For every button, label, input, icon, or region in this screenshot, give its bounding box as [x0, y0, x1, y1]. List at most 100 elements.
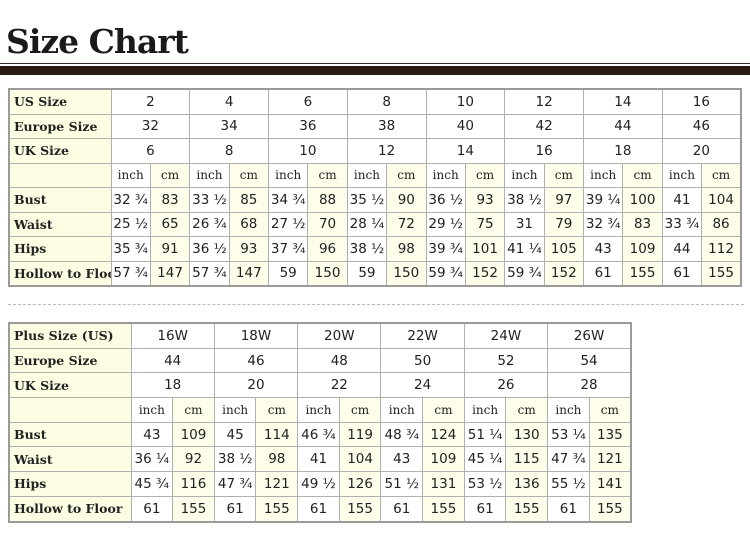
size-cell: 24	[380, 372, 465, 399]
size-cell: 2	[110, 88, 191, 115]
measurement-cell: 61	[213, 495, 257, 523]
measurement-cell: 105	[543, 236, 585, 262]
row-label: Europe Size	[8, 347, 132, 374]
measurement-cell: 147	[149, 260, 191, 287]
size-cell: 16W	[130, 322, 215, 349]
cm-unit-header: cm	[172, 397, 215, 423]
size-cell: 6	[110, 138, 191, 164]
size-cell: 16	[504, 138, 584, 164]
measurement-cell: 104	[338, 446, 382, 473]
measurement-cell: 109	[172, 421, 215, 448]
measurement-cell: 98	[255, 446, 299, 473]
inch-unit-header: inch	[213, 397, 257, 423]
size-cell: 14	[583, 88, 663, 115]
measurement-cell: 121	[255, 471, 299, 497]
measurement-row: Waist 25 ½ 65 26 ¾ 68 27 ½ 70 28 ¼ 72 29 ½ 75 31 79 3…	[8, 211, 742, 237]
size-cell: 18W	[213, 322, 299, 349]
measurement-cell: 83	[149, 187, 191, 213]
size-row: Europe Size 44 46 48 50 52 54	[8, 347, 632, 374]
size-cell: 22W	[380, 322, 465, 349]
measurement-cell: 49 ½	[297, 471, 340, 497]
cm-unit-header: cm	[228, 162, 270, 188]
measurement-cell: 48 ¾	[380, 421, 424, 448]
measurement-cell: 43	[130, 421, 174, 448]
measurement-cell: 53 ½	[463, 471, 507, 497]
measurement-cell: 41 ¼	[504, 236, 545, 262]
measurement-cell: 116	[172, 471, 215, 497]
inch-unit-header: inch	[463, 397, 507, 423]
measurement-cell: 96	[307, 236, 348, 262]
measurement-cell: 98	[386, 236, 427, 262]
inch-unit-header: inch	[130, 397, 174, 423]
inch-unit-header: inch	[582, 162, 624, 188]
measurement-cell: 155	[338, 495, 382, 523]
measurement-cell: 114	[255, 421, 299, 448]
row-label: Bust	[8, 421, 132, 448]
measurement-cell: 59 ¾	[425, 260, 466, 287]
size-cell: 16	[661, 88, 742, 115]
size-cell: 26	[463, 372, 549, 399]
measurement-cell: 109	[622, 236, 663, 262]
measurement-cell: 155	[701, 260, 742, 287]
measurement-cell: 36 ¼	[130, 446, 174, 473]
measurement-cell: 152	[464, 260, 506, 287]
cm-unit-header: cm	[338, 397, 382, 423]
row-label: Hips	[8, 236, 112, 262]
row-label: UK Size	[8, 138, 112, 164]
size-cell: 10	[268, 138, 348, 164]
measurement-cell: 79	[543, 211, 585, 237]
measurement-cell: 44	[661, 236, 703, 262]
measurement-cell: 152	[543, 260, 585, 287]
inch-unit-header: inch	[425, 162, 466, 188]
measurement-cell: 43	[380, 446, 424, 473]
size-row: Plus Size (US) 16W 18W 20W 22W 24W 26W	[8, 322, 632, 349]
measurement-cell: 47 ¾	[547, 446, 590, 473]
size-cell: 36	[268, 113, 348, 139]
unit-row: inch cm inch cm inch cm inch cm inch cm inch cm	[8, 397, 632, 423]
measurement-cell: 35 ¾	[110, 236, 151, 262]
cm-unit-header: cm	[543, 162, 585, 188]
measurement-cell: 33 ½	[189, 187, 230, 213]
size-cell: 12	[346, 138, 427, 164]
measurement-cell: 29 ½	[425, 211, 466, 237]
size-cell: 34	[189, 113, 269, 139]
measurement-cell: 36 ½	[189, 236, 230, 262]
cm-unit-header: cm	[588, 397, 632, 423]
measurement-cell: 26 ¾	[189, 211, 230, 237]
measurement-cell: 28 ¼	[346, 211, 388, 237]
cm-unit-header: cm	[464, 162, 506, 188]
cm-unit-header: cm	[149, 162, 191, 188]
cm-unit-header: cm	[505, 397, 549, 423]
measurement-cell: 27 ½	[267, 211, 309, 237]
measurement-cell: 59	[267, 260, 309, 287]
size-cell: 50	[380, 347, 465, 374]
measurement-cell: 46 ¾	[297, 421, 340, 448]
row-label: Plus Size (US)	[8, 322, 132, 349]
measurement-cell: 155	[172, 495, 215, 523]
measurement-cell: 72	[386, 211, 427, 237]
measurement-cell: 141	[588, 471, 632, 497]
inch-unit-header: inch	[547, 397, 590, 423]
size-cell: 20	[661, 138, 742, 164]
measurement-cell: 155	[255, 495, 299, 523]
inch-unit-header: inch	[661, 162, 703, 188]
measurement-cell: 93	[228, 236, 270, 262]
measurement-cell: 47 ¾	[213, 471, 257, 497]
size-cell: 46	[661, 113, 742, 139]
measurement-cell: 124	[422, 421, 465, 448]
size-cell: 14	[425, 138, 506, 164]
inch-unit-header: inch	[380, 397, 424, 423]
measurement-cell: 93	[464, 187, 506, 213]
row-label: UK Size	[8, 372, 132, 399]
unit-row: inch cm inch cm inch cm inch cm inch cm inch cm inch…	[8, 162, 742, 188]
measurement-cell: 86	[701, 211, 742, 237]
measurement-cell: 150	[386, 260, 427, 287]
measurement-cell: 39 ¾	[425, 236, 466, 262]
size-cell: 40	[425, 113, 506, 139]
measurement-cell: 53 ¼	[547, 421, 590, 448]
size-cell: 20W	[297, 322, 382, 349]
measurement-cell: 88	[307, 187, 348, 213]
inch-unit-header: inch	[189, 162, 230, 188]
measurement-cell: 61	[297, 495, 340, 523]
row-label	[8, 397, 132, 423]
